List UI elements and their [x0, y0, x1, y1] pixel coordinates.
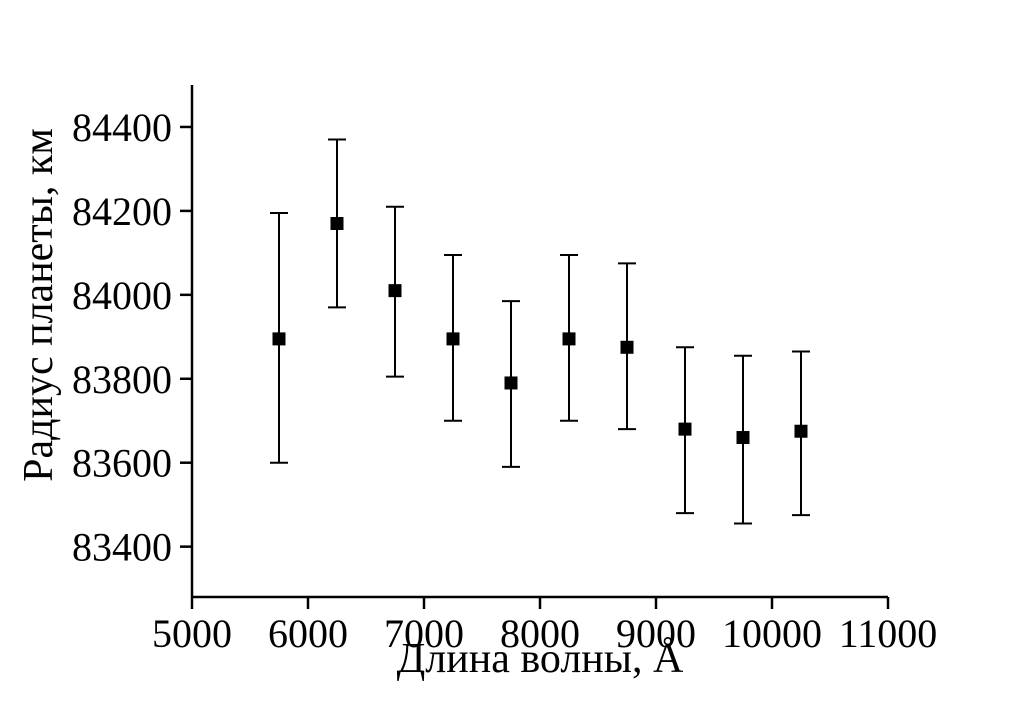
data-point-marker — [446, 332, 460, 346]
y-tick-label: 84000 — [72, 273, 172, 318]
data-point-marker — [388, 284, 402, 298]
x-tick-label: 5000 — [152, 611, 232, 656]
y-tick-label: 84200 — [72, 189, 172, 234]
y-axis-title: Радиус планеты, км — [16, 128, 62, 482]
plot-area: 5000 6000 7000 8000 9000 10000 11000 83400 83600… — [72, 85, 937, 656]
data-point-marker — [272, 332, 286, 346]
x-axis-title: Длина волны, Å — [397, 636, 684, 682]
x-tick-label: 7000 — [384, 611, 464, 656]
data-point-marker — [794, 424, 808, 438]
y-tick-label: 83800 — [72, 357, 172, 402]
x-tick-label: 6000 — [268, 611, 348, 656]
y-tick-label: 83400 — [72, 525, 172, 570]
x-tick-label: 8000 — [500, 611, 580, 656]
y-tick-label: 84400 — [72, 105, 172, 150]
data-point-marker — [562, 332, 576, 346]
x-tick-label: 11000 — [839, 611, 938, 656]
data-point-marker — [736, 431, 750, 445]
data-point-marker — [678, 422, 692, 436]
x-tick-label: 9000 — [616, 611, 696, 656]
data-point-marker — [620, 340, 634, 354]
x-tick-label: 10000 — [722, 611, 822, 656]
data-point-marker — [330, 216, 344, 230]
data-point-marker — [504, 376, 518, 390]
y-tick-label: 83600 — [72, 441, 172, 486]
